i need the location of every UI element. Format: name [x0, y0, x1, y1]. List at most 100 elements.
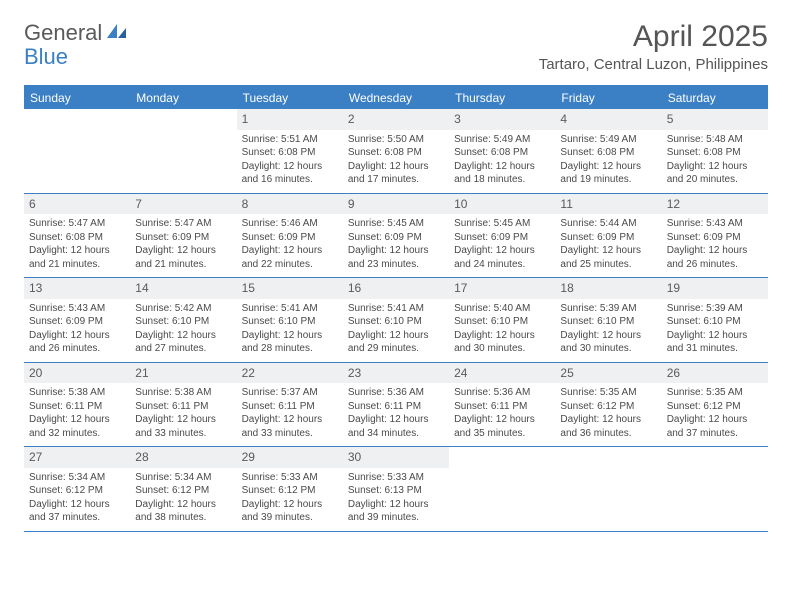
day-number: 17	[454, 281, 467, 295]
day-number-row: 18	[555, 278, 661, 299]
sunset-line: Sunset: 6:09 PM	[29, 315, 125, 329]
day-number: 21	[135, 366, 148, 380]
sunrise-line: Sunrise: 5:47 AM	[29, 217, 125, 231]
day-cell	[662, 447, 768, 531]
week-row: 1Sunrise: 5:51 AMSunset: 6:08 PMDaylight…	[24, 109, 768, 194]
day-header: Sunday	[24, 87, 130, 109]
sunset-line: Sunset: 6:09 PM	[667, 231, 763, 245]
sunset-line: Sunset: 6:09 PM	[348, 231, 444, 245]
day-cell: 12Sunrise: 5:43 AMSunset: 6:09 PMDayligh…	[662, 194, 768, 278]
day-cell: 9Sunrise: 5:45 AMSunset: 6:09 PMDaylight…	[343, 194, 449, 278]
sunrise-line: Sunrise: 5:40 AM	[454, 302, 550, 316]
day-number-row: 21	[130, 363, 236, 384]
day-header: Saturday	[662, 87, 768, 109]
daylight-line: Daylight: 12 hours and 21 minutes.	[29, 244, 125, 271]
day-number-row: 25	[555, 363, 661, 384]
day-number-row: 23	[343, 363, 449, 384]
day-cell: 4Sunrise: 5:49 AMSunset: 6:08 PMDaylight…	[555, 109, 661, 193]
day-cell: 14Sunrise: 5:42 AMSunset: 6:10 PMDayligh…	[130, 278, 236, 362]
day-number-row: 26	[662, 363, 768, 384]
sunrise-line: Sunrise: 5:36 AM	[454, 386, 550, 400]
sunset-line: Sunset: 6:10 PM	[667, 315, 763, 329]
sunrise-line: Sunrise: 5:35 AM	[560, 386, 656, 400]
sunrise-line: Sunrise: 5:42 AM	[135, 302, 231, 316]
day-cell	[24, 109, 130, 193]
daylight-line: Daylight: 12 hours and 28 minutes.	[242, 329, 338, 356]
day-number: 15	[242, 281, 255, 295]
day-number-row: 22	[237, 363, 343, 384]
day-cell: 21 Sunrise: 5:38 AMSunset: 6:11 PMDayligh…	[130, 363, 236, 447]
sunset-line: Sunset: 6:11 PM	[29, 400, 125, 414]
day-cell: 13Sunrise: 5:43 AMSunset: 6:09 PMDayligh…	[24, 278, 130, 362]
sunset-line: Sunset: 6:11 PM	[454, 400, 550, 414]
day-number: 4	[560, 112, 567, 126]
day-cell: 8Sunrise: 5:46 AMSunset: 6:09 PMDaylight…	[237, 194, 343, 278]
daylight-line: Daylight: 12 hours and 30 minutes.	[560, 329, 656, 356]
day-number: 26	[667, 366, 680, 380]
daylight-line: Daylight: 12 hours and 24 minutes.	[454, 244, 550, 271]
daylight-line: Daylight: 12 hours and 33 minutes.	[242, 413, 338, 440]
day-number: 24	[454, 366, 467, 380]
day-number-row: 3	[449, 109, 555, 130]
day-cell: 25Sunrise: 5:35 AMSunset: 6:12 PMDayligh…	[555, 363, 661, 447]
day-number-row: 7	[130, 194, 236, 215]
sunset-line: Sunset: 6:09 PM	[135, 231, 231, 245]
day-number-row: 27	[24, 447, 130, 468]
daylight-line: Daylight: 12 hours and 39 minutes.	[348, 498, 444, 525]
day-cell: 5Sunrise: 5:48 AMSunset: 6:08 PMDaylight…	[662, 109, 768, 193]
sunset-line: Sunset: 6:10 PM	[242, 315, 338, 329]
day-number-row: 6	[24, 194, 130, 215]
day-number: 18	[560, 281, 573, 295]
day-header: Monday	[130, 87, 236, 109]
day-number: 14	[135, 281, 148, 295]
sunrise-line: Sunrise: 5:50 AM	[348, 133, 444, 147]
day-number: 27	[29, 450, 42, 464]
sunrise-line: Sunrise: 5:45 AM	[348, 217, 444, 231]
day-cell: 18Sunrise: 5:39 AMSunset: 6:10 PMDayligh…	[555, 278, 661, 362]
weeks-container: 1Sunrise: 5:51 AMSunset: 6:08 PMDaylight…	[24, 109, 768, 532]
week-row: 6Sunrise: 5:47 AMSunset: 6:08 PMDaylight…	[24, 194, 768, 279]
sunset-line: Sunset: 6:12 PM	[135, 484, 231, 498]
day-number: 7	[135, 197, 142, 211]
day-header: Tuesday	[237, 87, 343, 109]
day-cell	[555, 447, 661, 531]
daylight-line: Daylight: 12 hours and 30 minutes.	[454, 329, 550, 356]
day-number-row: 10	[449, 194, 555, 215]
sail-icon	[106, 22, 128, 45]
day-cell: 19Sunrise: 5:39 AMSunset: 6:10 PMDayligh…	[662, 278, 768, 362]
day-number: 29	[242, 450, 255, 464]
day-number: 16	[348, 281, 361, 295]
sunrise-line: Sunrise: 5:35 AM	[667, 386, 763, 400]
day-number: 11	[560, 197, 572, 211]
sunrise-line: Sunrise: 5:49 AM	[454, 133, 550, 147]
sunrise-line: Sunrise: 5:45 AM	[454, 217, 550, 231]
sunset-line: Sunset: 6:11 PM	[135, 400, 231, 414]
daylight-line: Daylight: 12 hours and 33 minutes.	[135, 413, 231, 440]
day-number: 22	[242, 366, 255, 380]
day-number: 2	[348, 112, 355, 126]
daylight-line: Daylight: 12 hours and 19 minutes.	[560, 160, 656, 187]
sunset-line: Sunset: 6:10 PM	[454, 315, 550, 329]
day-number-row: 13	[24, 278, 130, 299]
sunrise-line: Sunrise: 5:37 AM	[242, 386, 338, 400]
sunrise-line: Sunrise: 5:39 AM	[667, 302, 763, 316]
daylight-line: Daylight: 12 hours and 20 minutes.	[667, 160, 763, 187]
sunrise-line: Sunrise: 5:46 AM	[242, 217, 338, 231]
sunset-line: Sunset: 6:12 PM	[29, 484, 125, 498]
day-cell: 6Sunrise: 5:47 AMSunset: 6:08 PMDaylight…	[24, 194, 130, 278]
day-cell: 22Sunrise: 5:37 AMSunset: 6:11 PMDayligh…	[237, 363, 343, 447]
day-number-row: 5	[662, 109, 768, 130]
daylight-line: Daylight: 12 hours and 26 minutes.	[29, 329, 125, 356]
sunrise-line: Sunrise: 5:38 AM	[135, 386, 231, 400]
calendar-page: General April 2025 Tartaro, Central Luzo…	[0, 0, 792, 552]
month-title: April 2025	[539, 20, 768, 54]
day-number-row: 1	[237, 109, 343, 130]
day-number-row: 24	[449, 363, 555, 384]
daylight-line: Daylight: 12 hours and 37 minutes.	[29, 498, 125, 525]
day-number-row: 4	[555, 109, 661, 130]
brand-logo: General	[24, 20, 130, 46]
sunset-line: Sunset: 6:12 PM	[242, 484, 338, 498]
daylight-line: Daylight: 12 hours and 37 minutes.	[667, 413, 763, 440]
location-subtitle: Tartaro, Central Luzon, Philippines	[539, 56, 768, 73]
sunset-line: Sunset: 6:12 PM	[667, 400, 763, 414]
